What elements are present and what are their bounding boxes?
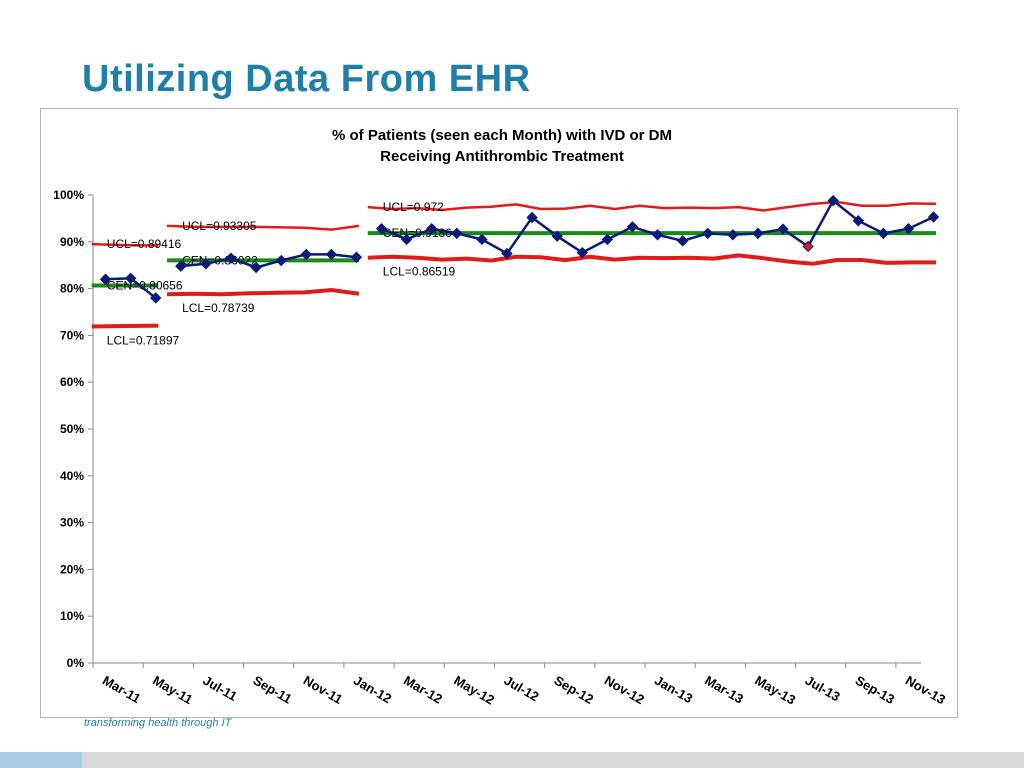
y-tick-label: 100%	[53, 188, 84, 202]
lcl-line	[367, 253, 937, 266]
data-point	[676, 235, 689, 247]
y-tick-label: 90%	[60, 235, 84, 249]
y-tick-label: 0%	[67, 656, 85, 670]
x-tick-label: Sep-12	[552, 673, 596, 707]
lcl-line	[91, 323, 159, 329]
x-tick-label: Jan-12	[351, 673, 394, 707]
y-tick-label: 80%	[60, 282, 84, 296]
data-point	[551, 230, 563, 242]
ucl-line	[367, 200, 937, 212]
data-point	[927, 211, 940, 223]
data-point	[350, 251, 363, 263]
y-tick-label: 20%	[60, 562, 84, 576]
lcl-label: LCL=0.78739	[182, 301, 255, 315]
data-point	[526, 211, 538, 224]
x-tick-label: Jul-13	[803, 673, 843, 705]
y-tick-label: 50%	[60, 422, 84, 436]
x-tick-label: Mar-13	[702, 673, 746, 707]
data-point	[451, 227, 463, 240]
data-point	[99, 273, 112, 285]
x-tick-label: Sep-13	[853, 673, 897, 707]
y-tick-label: 70%	[60, 328, 84, 342]
data-point	[476, 233, 488, 246]
data-point	[576, 246, 588, 259]
slide-title: Utilizing Data From EHR	[82, 58, 531, 100]
ucl-label: UCL=0.972	[383, 200, 444, 214]
data-point	[225, 252, 237, 264]
x-tick-label: Mar-11	[100, 673, 143, 707]
data-point	[626, 221, 639, 233]
x-tick-label: May-13	[752, 673, 798, 708]
data-point	[250, 261, 262, 274]
data-point	[400, 233, 413, 246]
data-point	[852, 215, 864, 227]
chart-title-line1: % of Patients (seen each Month) with IVD…	[332, 127, 672, 144]
footer-accent	[0, 752, 82, 768]
lcl-line	[166, 287, 360, 297]
data-point	[702, 227, 714, 240]
data-point	[150, 292, 162, 304]
data-point	[802, 240, 814, 253]
y-tick-label: 60%	[60, 375, 84, 389]
x-tick-label: May-12	[451, 673, 497, 708]
data-point	[426, 222, 438, 235]
data-point	[777, 223, 789, 235]
y-tick-label: 40%	[60, 469, 84, 483]
cen-label: CEN=0.80656	[107, 279, 183, 293]
ucl-line	[166, 224, 360, 231]
data-point	[325, 248, 338, 261]
data-point	[124, 272, 137, 285]
x-tick-label: Jul-12	[502, 673, 542, 705]
ucl-label: UCL=0.93305	[182, 219, 257, 233]
lcl-label: LCL=0.71897	[107, 334, 180, 348]
data-point	[300, 248, 312, 261]
data-point	[200, 258, 212, 270]
data-point	[752, 227, 764, 240]
y-tick-label: 10%	[60, 609, 84, 623]
data-point	[601, 233, 614, 246]
data-point	[902, 222, 915, 235]
x-tick-label: Sep-11	[251, 673, 295, 707]
data-point	[827, 194, 839, 207]
chart-title-line2: Receiving Antithrombic Treatment	[380, 148, 624, 165]
x-tick-label: May-11	[150, 673, 195, 708]
tagline: transforming health through IT	[84, 717, 232, 729]
x-tick-label: Nov-13	[903, 673, 948, 708]
data-point	[877, 227, 890, 240]
lcl-label: LCL=0.86519	[383, 265, 456, 279]
data-point	[275, 254, 287, 267]
x-tick-label: Nov-12	[602, 673, 647, 708]
data-point	[501, 247, 513, 260]
control-chart: % of Patients (seen each Month) with IVD…	[53, 127, 948, 708]
data-point	[175, 260, 187, 272]
data-point	[375, 222, 388, 235]
y-tick-label: 30%	[60, 516, 84, 530]
x-tick-label: Mar-12	[401, 673, 445, 707]
ucl-line	[91, 242, 159, 247]
x-tick-label: Jan-13	[652, 673, 695, 707]
data-point	[727, 229, 739, 241]
ucl-label: UCL=0.89416	[107, 237, 182, 251]
x-tick-label: Jul-11	[200, 673, 239, 704]
chart-frame: % of Patients (seen each Month) with IVD…	[40, 108, 958, 718]
footer-bar	[0, 752, 1024, 768]
x-tick-label: Nov-11	[301, 673, 345, 707]
data-point	[651, 229, 664, 241]
